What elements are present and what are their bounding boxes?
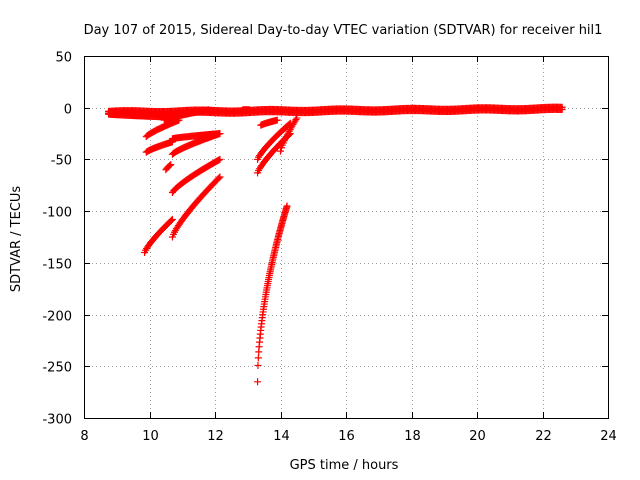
y-tick-label: -200 <box>42 310 72 325</box>
y-axis-label: SDTVAR / TECUs <box>9 186 24 293</box>
x-tick-label: 18 <box>404 429 421 444</box>
data-point <box>168 215 176 223</box>
data-point <box>283 202 291 210</box>
data-point <box>254 378 262 386</box>
data-point <box>216 130 224 138</box>
y-tick-label: -300 <box>42 413 72 428</box>
data-marks <box>105 103 566 386</box>
x-tick-label: 14 <box>273 429 290 444</box>
data-point <box>166 161 174 169</box>
data-point <box>292 116 300 124</box>
axis-ticks: 8 10 12 14 16 18 20 22 24 -300 -250 -200 -150 -100 -50… <box>42 51 616 445</box>
data-point <box>216 173 224 181</box>
data-point <box>254 354 262 362</box>
data-point <box>254 361 262 369</box>
y-tick-label: 50 <box>55 51 72 66</box>
x-axis-label: GPS time / hours <box>290 458 399 473</box>
data-point <box>245 106 253 114</box>
y-tick-label: -150 <box>42 258 72 273</box>
y-tick-label: -250 <box>42 361 72 376</box>
x-tick-label: 22 <box>535 429 552 444</box>
y-tick-label: -50 <box>51 154 72 169</box>
x-tick-label: 16 <box>338 429 355 444</box>
y-tick-label: -100 <box>42 206 72 221</box>
data-point <box>215 174 223 182</box>
data-point <box>273 116 281 124</box>
chart-title: Day 107 of 2015, Sidereal Day-to-day VTE… <box>84 23 603 38</box>
data-point <box>216 155 224 163</box>
data-point <box>277 147 284 155</box>
x-tick-label: 8 <box>80 429 88 444</box>
x-tick-label: 20 <box>469 429 486 444</box>
data-point <box>558 106 566 114</box>
data-point <box>167 161 175 169</box>
data-point <box>209 107 217 115</box>
y-tick-label: 0 <box>64 103 72 118</box>
data-point <box>167 216 175 224</box>
x-tick-label: 12 <box>207 429 224 444</box>
x-tick-label: 10 <box>142 429 159 444</box>
data-point <box>293 114 301 122</box>
x-tick-label: 24 <box>600 429 617 444</box>
